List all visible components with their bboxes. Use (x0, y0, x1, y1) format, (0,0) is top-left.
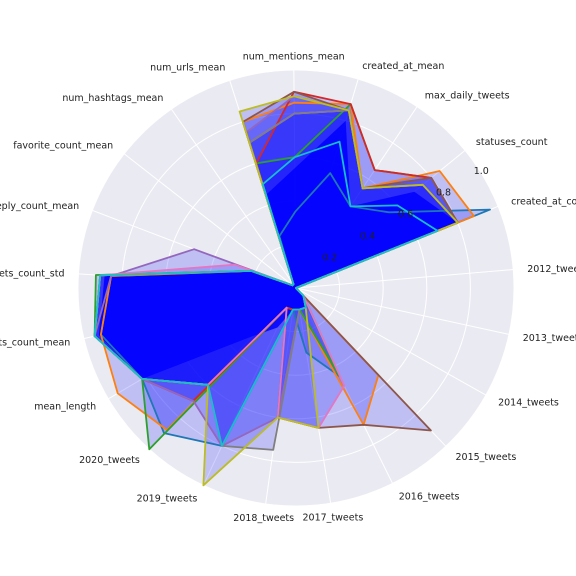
category-label: 2020_tweets (79, 455, 140, 466)
radial-tick-label: 0.6 (398, 209, 413, 220)
category-label: 2016_tweets (399, 492, 460, 503)
category-label: 2012_tweets (527, 264, 576, 275)
category-label: created_at_mean (362, 61, 444, 72)
category-label: favorite_count_mean (13, 141, 113, 152)
series-line (93, 140, 439, 447)
category-label: retweets_count_mean (0, 337, 70, 348)
grid-spoke (265, 287, 297, 504)
radial-tick-label: 0.4 (360, 231, 375, 242)
category-label: 2013_tweets (523, 333, 576, 344)
radial-tick-label: 0.8 (436, 188, 451, 199)
grid-spoke (295, 287, 510, 335)
radial-tick-label: 1.0 (474, 166, 489, 177)
category-label: num_mentions_mean (243, 52, 345, 63)
category-label: statuses_count (476, 137, 548, 148)
series-line (93, 103, 459, 451)
grid-spoke (170, 108, 297, 289)
grid-spoke (295, 287, 487, 396)
series-fill (94, 104, 458, 450)
category-label: 2019_tweets (137, 494, 198, 505)
grid-circle (77, 69, 515, 507)
category-label: retweets_count_std (0, 269, 65, 280)
grid-spoke (123, 153, 297, 289)
category-label: 2017_tweets (303, 513, 364, 524)
category-label: 2015_tweets (456, 452, 517, 463)
series-line (100, 101, 475, 431)
category-label: num_urls_mean (150, 63, 225, 74)
category-label: 2014_tweets (498, 398, 559, 409)
overlay-fill (98, 120, 458, 379)
radial-tick-label: 0.2 (322, 252, 337, 263)
grid-spoke (295, 287, 332, 504)
grid-spoke (295, 269, 514, 289)
category-label: 2018_tweets (233, 513, 294, 524)
category-label: reply_count_mean (0, 201, 79, 212)
category-label: created_at_conv (511, 197, 576, 208)
category-label: mean_length (34, 402, 96, 413)
category-label: num_hashtags_mean (62, 93, 163, 104)
category-label: max_daily_tweets (425, 91, 510, 102)
